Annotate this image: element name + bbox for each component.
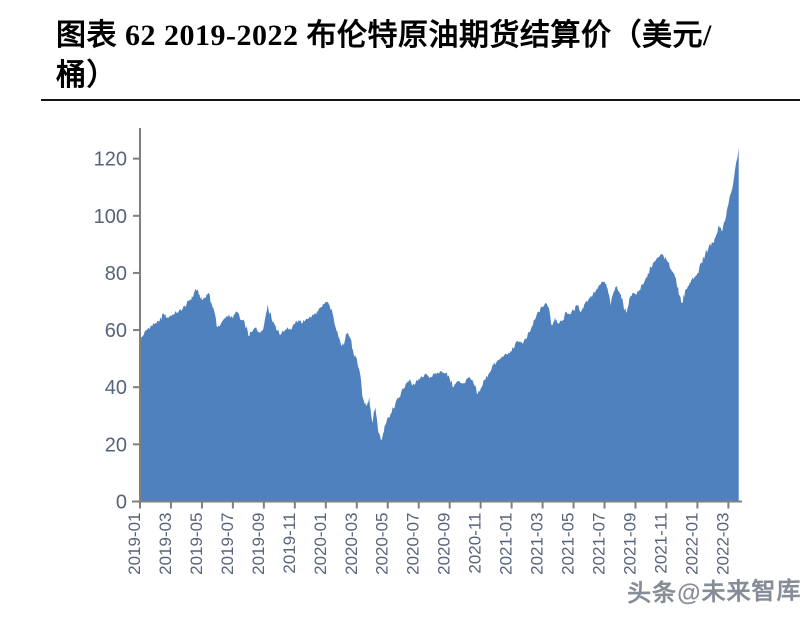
x-tick-label: 2022-01 xyxy=(682,513,701,575)
x-tick-label: 2021-09 xyxy=(621,513,640,575)
x-tick-label: 2019-09 xyxy=(249,513,268,575)
figure-caption-line2: 桶） xyxy=(56,59,117,92)
area-series xyxy=(140,148,739,502)
x-tick-label: 2019-03 xyxy=(156,513,175,575)
y-tick-label: 20 xyxy=(105,434,127,456)
x-tick-label: 2019-01 xyxy=(125,513,144,575)
x-tick-label: 2022-03 xyxy=(713,513,732,575)
x-tick-label: 2020-01 xyxy=(311,513,330,575)
x-tick-label: 2021-05 xyxy=(559,513,578,575)
x-tick-label: 2019-07 xyxy=(218,513,237,575)
figure-caption-line1: 图表 62 2019-2022 布伦特原油期货结算价（美元/ xyxy=(56,19,712,52)
x-tick-label: 2020-07 xyxy=(404,513,423,575)
y-tick-label: 80 xyxy=(105,263,127,285)
x-tick-label: 2019-05 xyxy=(187,513,206,575)
y-tick-label: 120 xyxy=(94,149,127,171)
y-tick-label: 0 xyxy=(116,492,127,514)
x-tick-label: 2021-07 xyxy=(590,513,609,575)
x-tick-label: 2019-11 xyxy=(280,513,299,574)
x-tick-label: 2020-05 xyxy=(373,513,392,575)
x-tick-label: 2020-11 xyxy=(466,513,485,574)
x-tick-label: 2020-09 xyxy=(435,513,454,575)
caption-divider-rule xyxy=(41,99,800,101)
x-tick-label: 2021-11 xyxy=(652,513,671,574)
x-tick-label: 2020-03 xyxy=(342,513,361,575)
x-tick-label: 2021-01 xyxy=(497,513,516,575)
y-tick-label: 100 xyxy=(94,206,127,228)
y-tick-label: 60 xyxy=(105,320,127,342)
x-tick-label: 2021-03 xyxy=(528,513,547,575)
y-tick-label: 40 xyxy=(105,377,127,399)
watermark-text: 头条@未来智库 xyxy=(626,577,800,608)
figure-caption: 图表 62 2019-2022 布伦特原油期货结算价（美元/ 桶） xyxy=(56,16,766,96)
